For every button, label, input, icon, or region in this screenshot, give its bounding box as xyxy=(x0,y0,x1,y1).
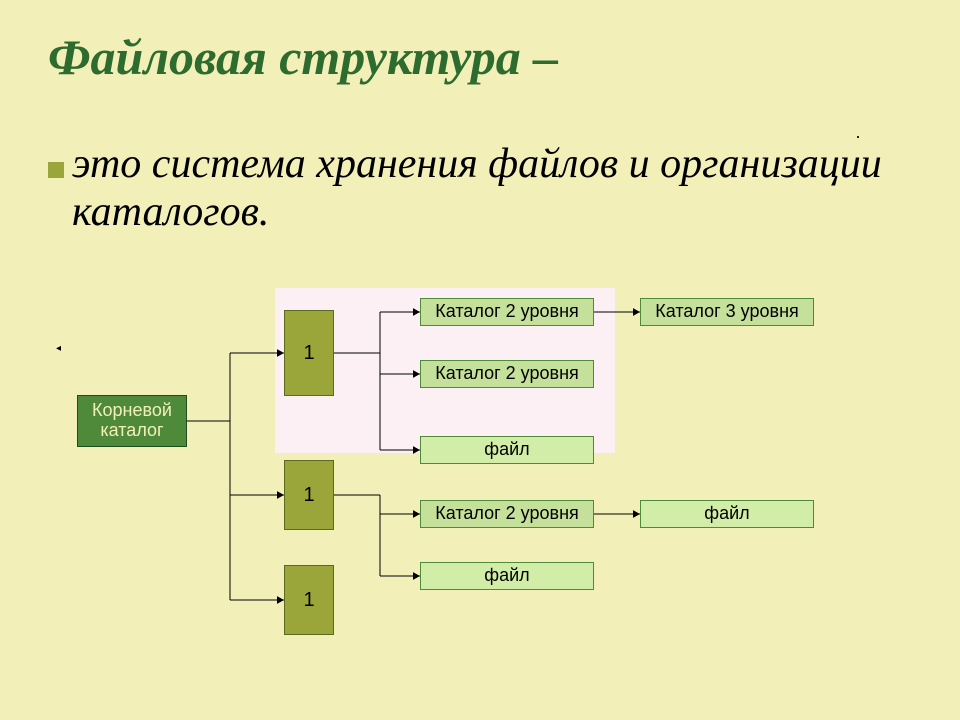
diagram-node-c2b: Каталог 2 уровня xyxy=(420,360,594,388)
diagram-node-c2c: Каталог 2 уровня xyxy=(420,500,594,528)
diagram-node-root: Корневой каталог xyxy=(77,395,187,447)
diagram-node-f3: файл xyxy=(640,500,814,528)
stray-mark: ◂ xyxy=(56,343,61,354)
diagram-node-l1b: 1 xyxy=(284,460,334,530)
diagram-node-l1a: 1 xyxy=(284,310,334,396)
diagram-node-c3: Каталог 3 уровня xyxy=(640,298,814,326)
slide-canvas: Файловая структура – это система хранения… xyxy=(0,0,960,720)
diagram-node-l1c: 1 xyxy=(284,565,334,635)
bullet-icon xyxy=(48,162,64,178)
diagram-node-f2: файл xyxy=(420,562,594,590)
slide-title: Файловая структура – xyxy=(48,28,558,86)
diagram-node-f1: файл xyxy=(420,436,594,464)
diagram-node-c2a: Каталог 2 уровня xyxy=(420,298,594,326)
stray-mark: · xyxy=(855,126,861,147)
slide-subtitle: это система хранения файлов и организаци… xyxy=(72,140,892,236)
